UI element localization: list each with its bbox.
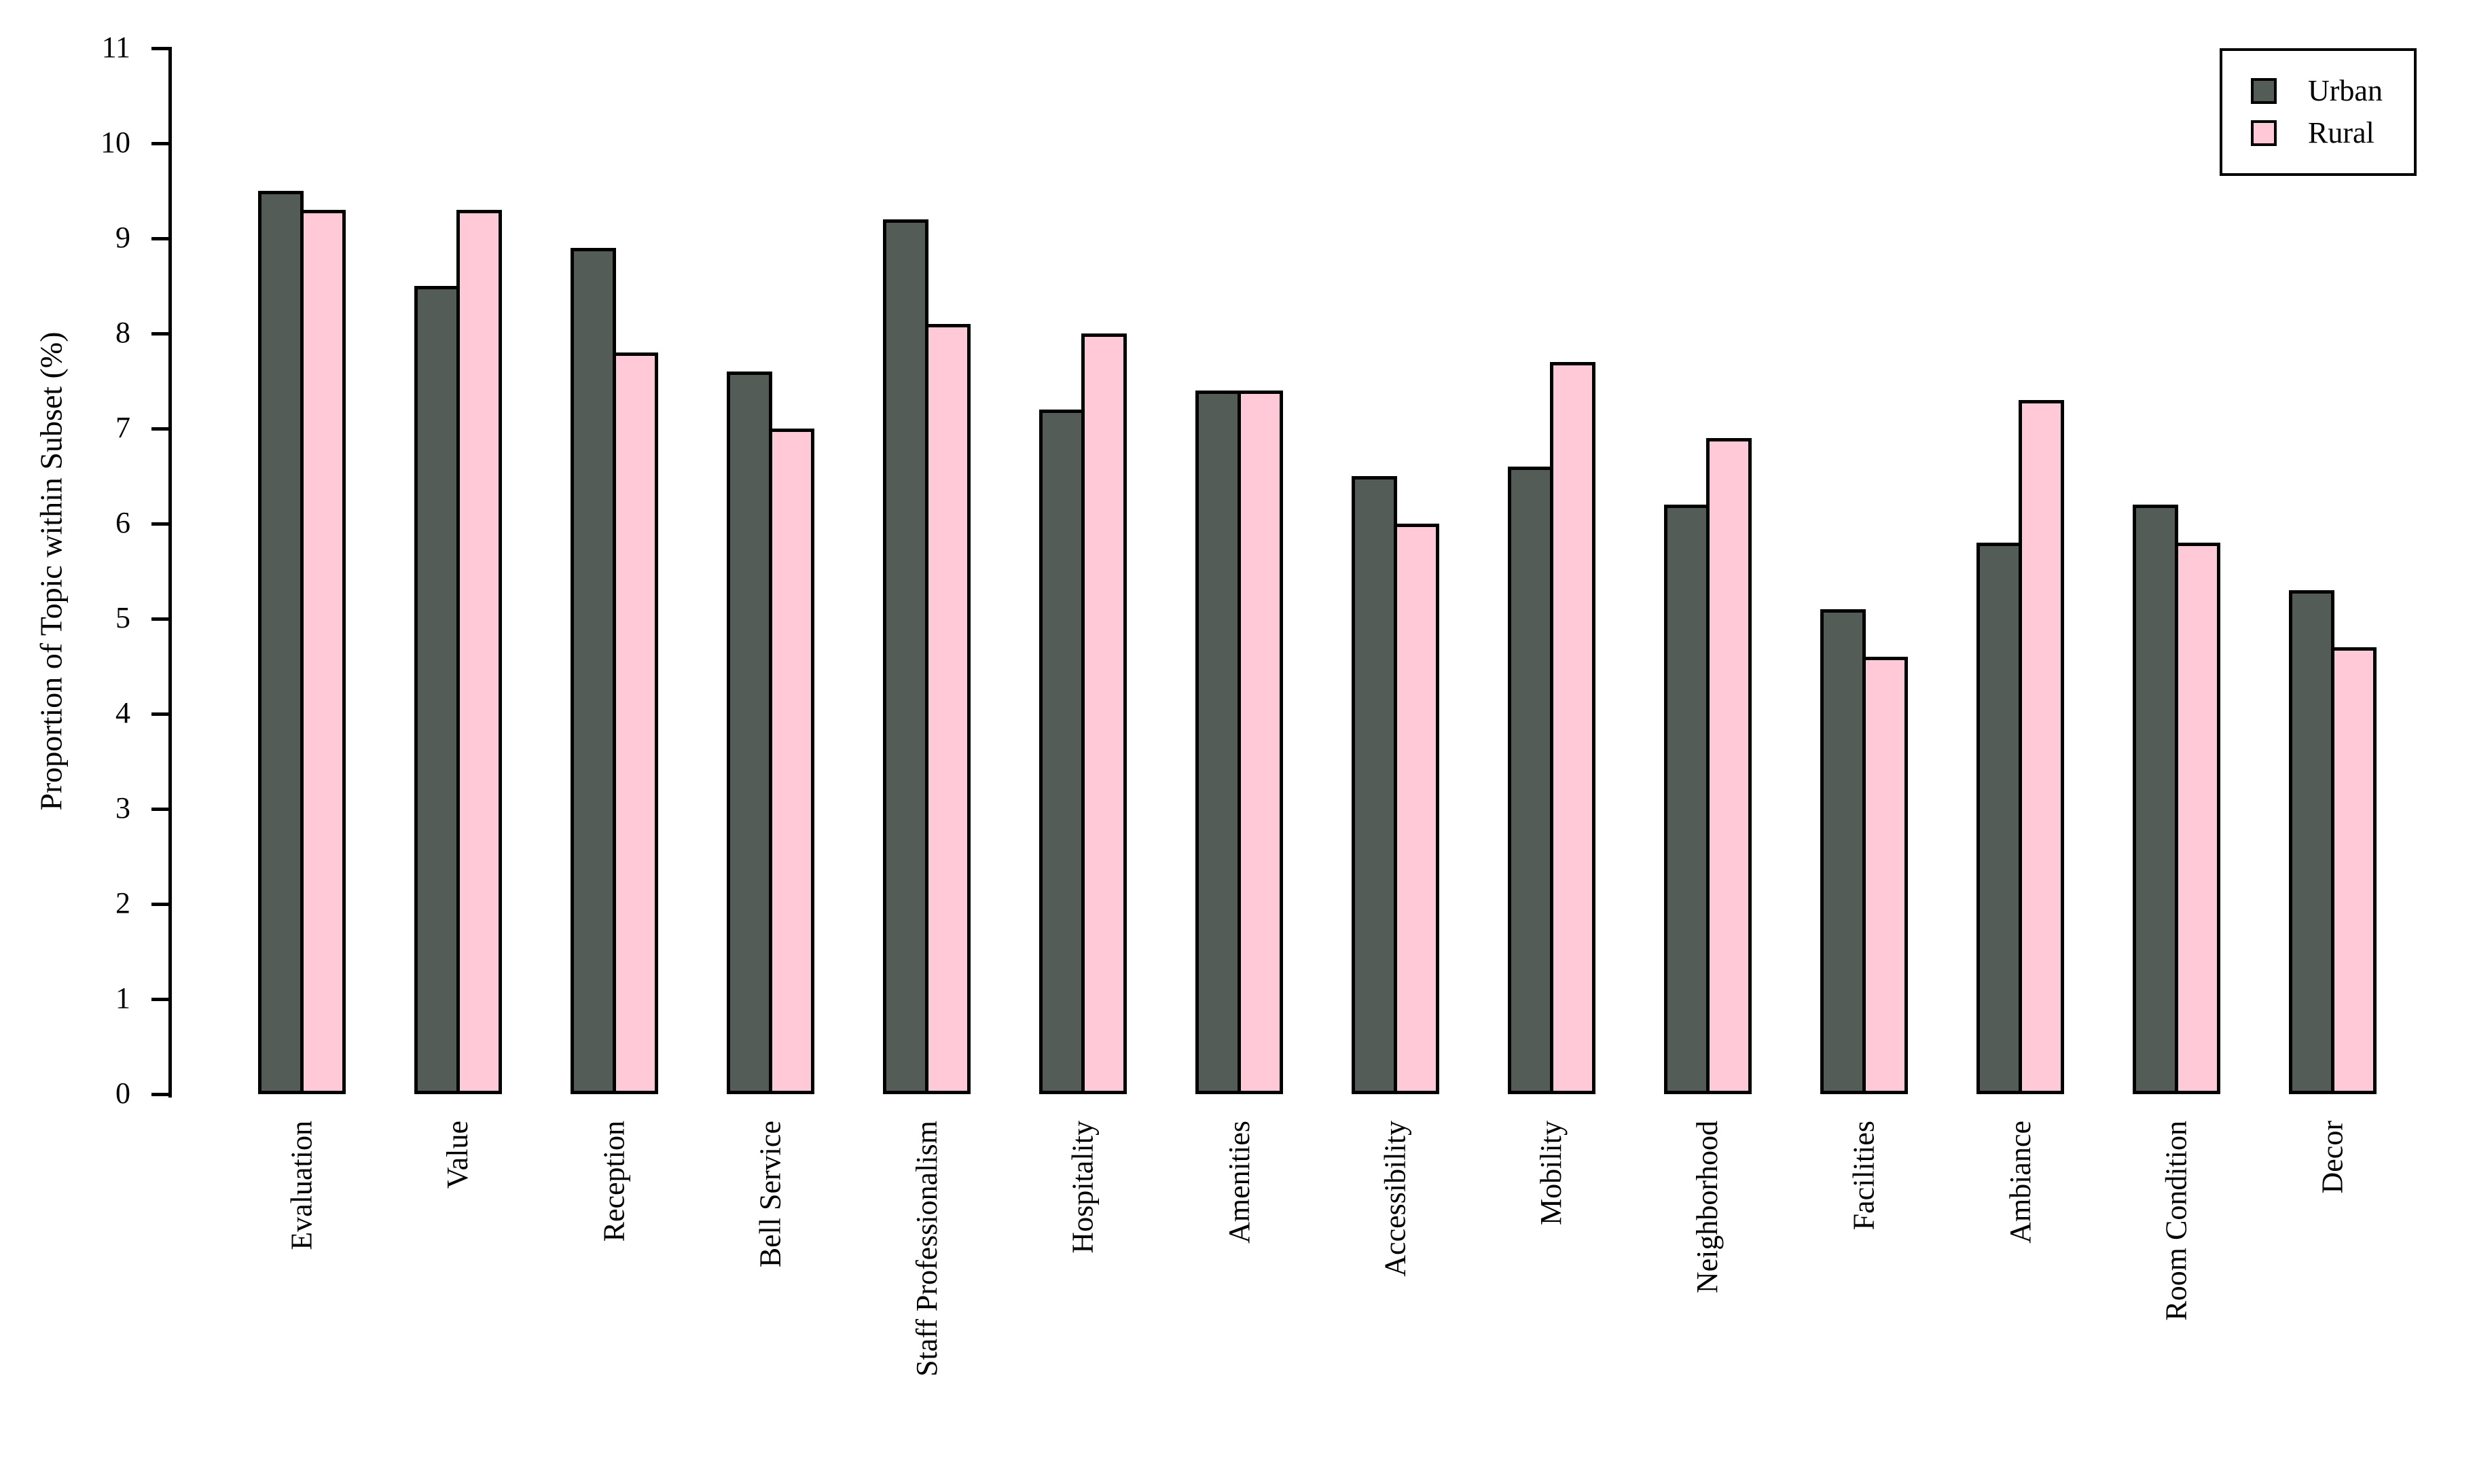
y-tick-label-4: 4 — [115, 696, 130, 729]
y-tick-label-5: 5 — [115, 601, 130, 634]
bar-rural-bell-service — [769, 429, 814, 1094]
x-label-ambiance: Ambiance — [2003, 1121, 2037, 1244]
bar-urban-staff-professionalism — [883, 219, 928, 1094]
bar-urban-mobility — [1508, 467, 1553, 1094]
bar-rural-room-condition — [2175, 543, 2220, 1094]
legend-swatch-rural — [2251, 120, 2277, 146]
y-tick-label-10: 10 — [101, 126, 130, 159]
x-label-amenities: Amenities — [1222, 1121, 1256, 1244]
legend-swatch-urban — [2251, 78, 2277, 104]
bar-rural-value — [456, 210, 502, 1094]
x-label-value: Value — [441, 1121, 475, 1189]
y-tick-label-8: 8 — [115, 316, 130, 349]
x-label-room-condition: Room Condition — [2159, 1121, 2193, 1321]
y-tick-9 — [151, 237, 172, 240]
y-axis-line — [168, 47, 172, 1098]
legend-label-rural: Rural — [2308, 116, 2374, 149]
x-label-bell-service: Bell Service — [753, 1121, 787, 1268]
x-label-reception: Reception — [597, 1121, 631, 1242]
legend: Urban Rural — [2220, 48, 2417, 176]
y-tick-5 — [151, 617, 172, 621]
x-label-accessibility: Accessibility — [1378, 1121, 1412, 1277]
y-tick-11 — [151, 47, 172, 50]
x-label-staff-professionalism: Staff Professionalism — [909, 1121, 943, 1377]
bar-urban-reception — [571, 248, 616, 1094]
bar-rural-hospitality — [1081, 333, 1127, 1094]
y-tick-3 — [151, 808, 172, 811]
bar-urban-bell-service — [727, 372, 772, 1094]
bar-rural-evaluation — [300, 210, 346, 1094]
x-label-evaluation: Evaluation — [285, 1121, 319, 1250]
y-tick-0 — [151, 1093, 172, 1096]
bar-rural-neighborhood — [1706, 438, 1752, 1094]
y-tick-label-1: 1 — [115, 981, 130, 1015]
bar-urban-neighborhood — [1664, 505, 1710, 1094]
y-tick-label-6: 6 — [115, 506, 130, 539]
bar-rural-mobility — [1550, 362, 1595, 1094]
x-label-decor: Decor — [2315, 1121, 2349, 1194]
y-tick-7 — [151, 427, 172, 431]
y-tick-8 — [151, 332, 172, 336]
bar-urban-ambiance — [1976, 543, 2022, 1094]
bar-urban-value — [414, 286, 460, 1094]
legend-row-rural: Rural — [2251, 118, 2414, 148]
bar-rural-staff-professionalism — [925, 324, 971, 1094]
bar-rural-amenities — [1238, 391, 1283, 1094]
bar-urban-evaluation — [258, 191, 304, 1094]
y-tick-2 — [151, 903, 172, 906]
x-label-facilities: Facilities — [1847, 1121, 1881, 1231]
bar-rural-facilities — [1862, 657, 1908, 1094]
x-label-hospitality: Hospitality — [1066, 1121, 1100, 1254]
bar-rural-accessibility — [1394, 524, 1439, 1094]
bar-urban-facilities — [1820, 609, 1866, 1094]
bar-urban-decor — [2289, 590, 2334, 1094]
legend-label-urban: Urban — [2308, 74, 2383, 107]
y-tick-label-9: 9 — [115, 221, 130, 254]
bar-urban-hospitality — [1039, 410, 1085, 1094]
legend-row-urban: Urban — [2251, 76, 2414, 106]
y-tick-label-7: 7 — [115, 411, 130, 444]
x-label-neighborhood: Neighborhood — [1691, 1121, 1724, 1294]
x-label-mobility: Mobility — [1534, 1121, 1568, 1226]
bar-rural-reception — [613, 352, 658, 1094]
y-axis-title: Proportion of Topic within Subset (%) — [33, 331, 69, 811]
y-tick-label-3: 3 — [115, 791, 130, 825]
y-tick-10 — [151, 142, 172, 145]
y-tick-1 — [151, 998, 172, 1001]
y-tick-4 — [151, 712, 172, 716]
bar-rural-decor — [2331, 647, 2377, 1094]
bar-urban-accessibility — [1352, 476, 1397, 1094]
bar-urban-room-condition — [2133, 505, 2178, 1094]
y-tick-label-11: 11 — [101, 31, 130, 64]
y-tick-label-2: 2 — [115, 886, 130, 920]
y-tick-6 — [151, 522, 172, 526]
bar-urban-amenities — [1195, 391, 1241, 1094]
y-tick-label-0: 0 — [115, 1076, 130, 1110]
bar-rural-ambiance — [2019, 400, 2064, 1094]
